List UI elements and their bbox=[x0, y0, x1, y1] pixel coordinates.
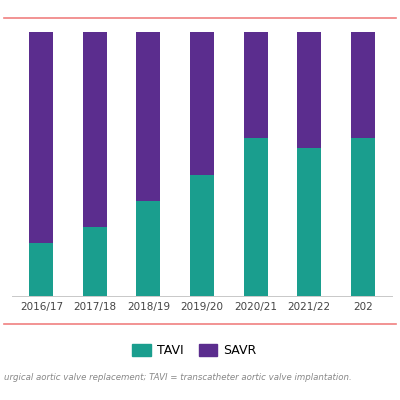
Text: urgical aortic valve replacement; TAVI = transcatheter aortic valve implantation: urgical aortic valve replacement; TAVI =… bbox=[4, 373, 352, 382]
Bar bbox=[190, 174, 214, 296]
Legend: TAVI, SAVR: TAVI, SAVR bbox=[127, 339, 262, 362]
Bar bbox=[244, 138, 268, 296]
Bar bbox=[136, 32, 160, 201]
Bar bbox=[83, 32, 107, 227]
Bar bbox=[136, 201, 160, 296]
Bar bbox=[297, 148, 321, 296]
Bar bbox=[244, 32, 268, 138]
Bar bbox=[351, 32, 375, 138]
Bar bbox=[351, 138, 375, 296]
Bar bbox=[190, 32, 214, 174]
Bar bbox=[29, 243, 53, 296]
Bar bbox=[29, 32, 53, 243]
Bar bbox=[297, 32, 321, 148]
Bar bbox=[83, 227, 107, 296]
